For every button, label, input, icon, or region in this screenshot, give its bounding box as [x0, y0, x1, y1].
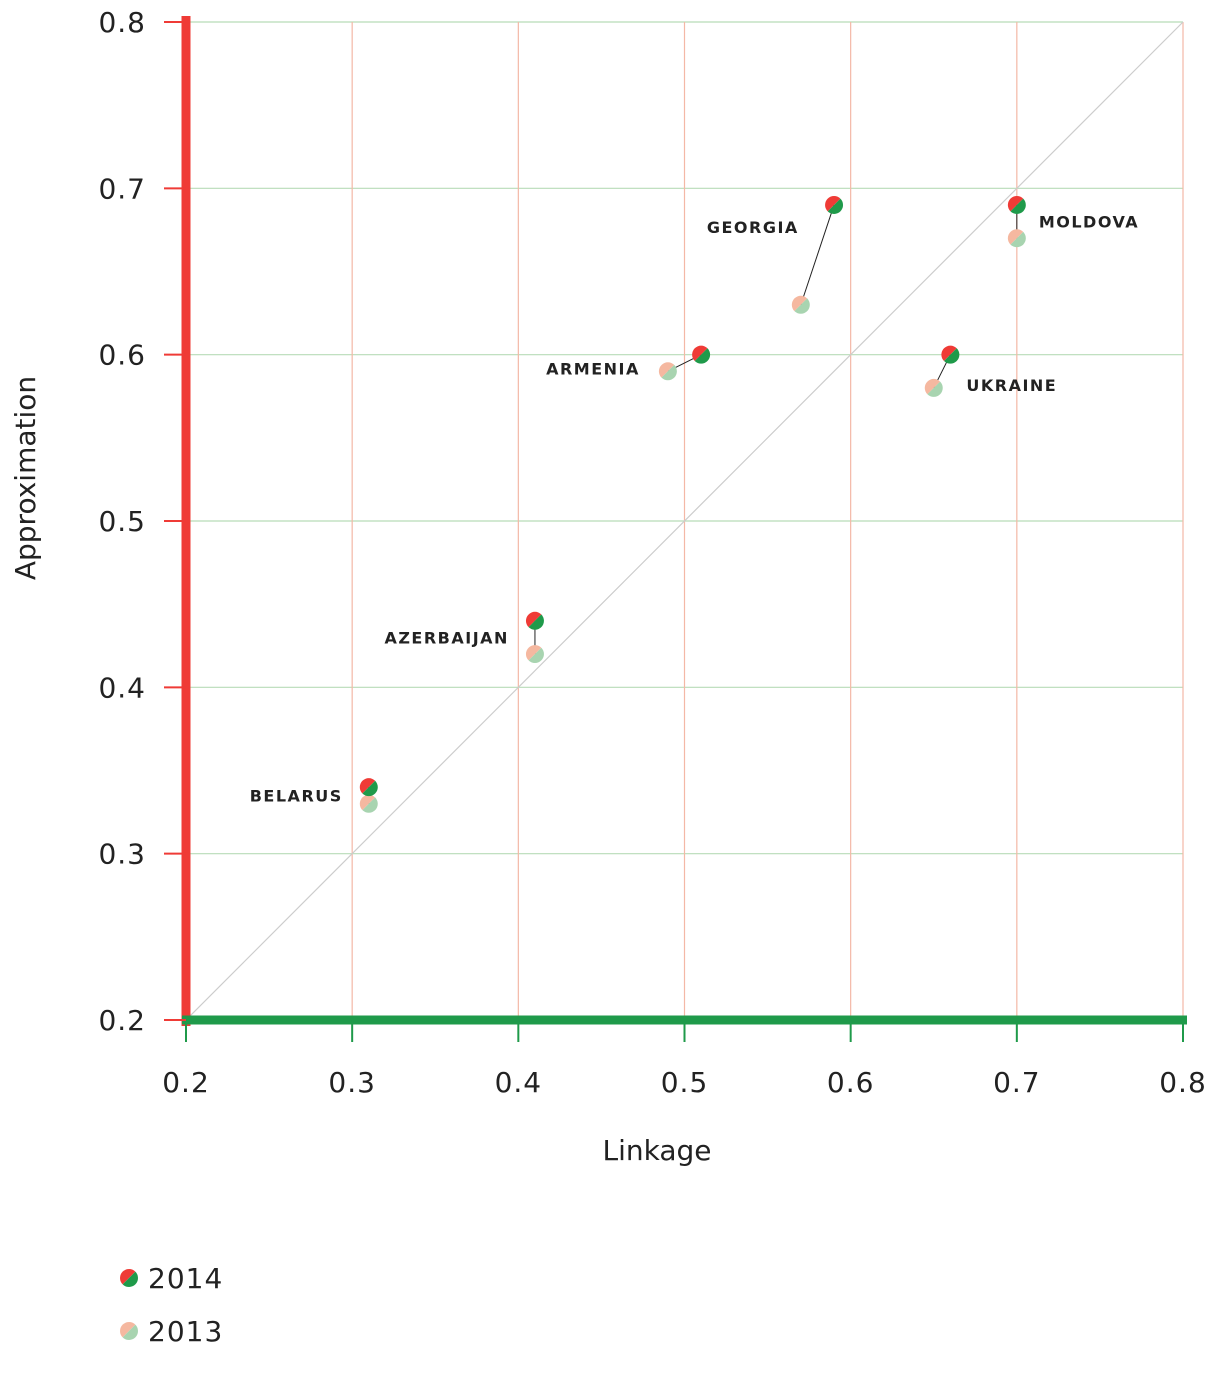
country-label-georgia: GEORGIA [707, 218, 799, 237]
point-2013-moldova-half-b [1010, 231, 1026, 248]
x-tick-label-6: 0.8 [1159, 1066, 1207, 1099]
x-tick-label-1: 0.3 [328, 1066, 376, 1099]
point-2013-georgia [791, 295, 810, 314]
point-2014-ukraine-half-b [944, 348, 960, 364]
point-2013-ukraine-half-a [924, 378, 941, 395]
legend-item-2013: 2013 [118, 1313, 223, 1349]
point-2014-ukraine-half-a [941, 345, 957, 362]
point-2014-belarus [359, 778, 378, 797]
country-label-moldova: MOLDOVA [1039, 213, 1139, 232]
y-axis-title: Approximation [9, 376, 42, 580]
point-2014-belarus-half-b [362, 780, 378, 797]
point-2013-azerbaijan-half-a [525, 645, 542, 661]
point-2014-armenia-half-b [694, 348, 711, 364]
point-2013-moldova [1007, 229, 1026, 248]
country-label-ukraine: UKRAINE [966, 376, 1057, 395]
point-2013-azerbaijan [525, 645, 544, 664]
point-2014-azerbaijan-half-b [528, 614, 544, 630]
connectors [368, 204, 1018, 804]
point-2014-moldova-half-a [1007, 195, 1024, 212]
country-label-armenia: ARMENIA [546, 359, 640, 378]
point-2013-georgia-half-b [794, 298, 810, 314]
point-2013-moldova-half-a [1007, 229, 1024, 245]
point-2013-ukraine-half-b [927, 381, 943, 397]
point-2013-belarus-half-a [359, 794, 376, 811]
point-2014-georgia-half-a [825, 195, 841, 212]
point-2014-armenia [692, 345, 711, 364]
x-tick-label-2: 0.4 [495, 1066, 543, 1099]
point-2014-azerbaijan [525, 611, 544, 630]
data-points [359, 195, 1026, 813]
connector-georgia [800, 204, 835, 305]
y-tick-label-6: 0.8 [98, 6, 146, 39]
y-tick-label-2: 0.4 [98, 671, 146, 704]
x-tick-label-0: 0.2 [162, 1066, 210, 1099]
point-2013-belarus-half-b [362, 797, 378, 813]
diagonal-line [185, 21, 1184, 1021]
point-2013-azerbaijan-half-b [528, 647, 544, 664]
point-2013-armenia [658, 362, 677, 381]
point-2013-georgia-half-a [791, 295, 808, 312]
legend-marker-2014 [120, 1269, 138, 1287]
y-tick-label-3: 0.5 [98, 505, 146, 538]
point-2014-armenia-half-a [692, 345, 708, 362]
y-tick-label-1: 0.3 [98, 838, 146, 871]
country-labels: BELARUS AZERBAIJAN ARMENIA GEORGIA UKRAINE MO… [250, 213, 1139, 806]
point-2013-armenia-half-a [658, 362, 675, 378]
point-2014-georgia [825, 195, 844, 214]
legend-marker-2013 [120, 1322, 138, 1340]
legend-label-2014: 2014 [148, 1261, 224, 1295]
x-tick-label-4: 0.6 [827, 1066, 875, 1099]
point-2013-ukraine [924, 378, 943, 397]
x-tick-label-3: 0.5 [661, 1066, 709, 1099]
legend-item-2014: 2014 [118, 1260, 223, 1296]
x-tick-label-5: 0.7 [993, 1066, 1041, 1099]
country-label-belarus: BELARUS [250, 786, 343, 805]
diagonal-reference [185, 21, 1184, 1021]
y-tick-label-5: 0.7 [98, 172, 146, 205]
point-2013-armenia-half-b [661, 364, 677, 381]
tick-labels: 0.2 0.3 0.4 0.5 0.6 0.7 0.8 0.2 0.3 0.4 0.5 0.6 0.7 0… [98, 6, 1207, 1099]
point-2014-moldova [1007, 195, 1026, 214]
country-label-azerbaijan: AZERBAIJAN [384, 628, 509, 647]
point-2014-moldova-half-b [1010, 198, 1026, 214]
point-2014-belarus-half-a [359, 778, 376, 794]
point-2013-belarus [359, 794, 378, 813]
point-2014-georgia-half-b [827, 198, 844, 214]
x-axis-title: Linkage [602, 1134, 711, 1167]
axes [164, 16, 1187, 1042]
point-2014-azerbaijan-half-a [525, 611, 542, 628]
legend-label-2013: 2013 [148, 1314, 224, 1348]
point-2014-ukraine [941, 345, 960, 364]
y-tick-label-4: 0.6 [98, 339, 146, 372]
y-tick-label-0: 0.2 [98, 1004, 146, 1037]
